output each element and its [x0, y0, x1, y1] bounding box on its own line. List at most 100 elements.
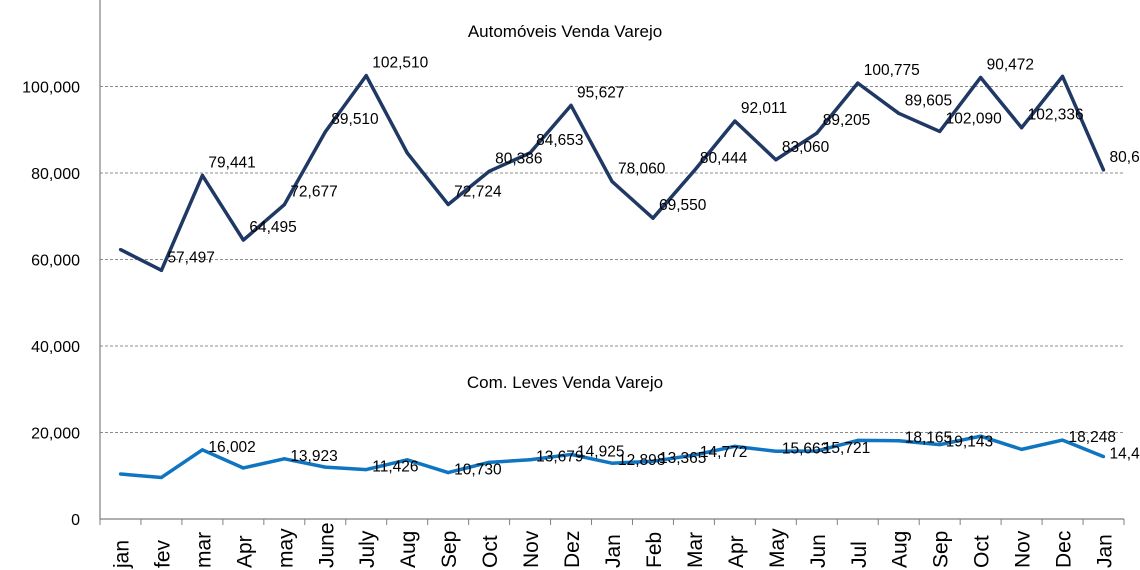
x-tick-label: fev — [151, 539, 174, 568]
series-point — [692, 453, 696, 457]
data-label: 102,510 — [372, 55, 428, 72]
series-point — [159, 475, 164, 480]
series-point — [897, 439, 901, 443]
data-label: 18,248 — [1069, 429, 1116, 446]
series-point — [815, 449, 819, 453]
series-point — [733, 444, 737, 448]
series-point — [610, 461, 614, 465]
series-point — [446, 470, 450, 475]
y-tick-label: 60,000 — [31, 253, 80, 270]
series-point — [323, 130, 327, 134]
series-point — [651, 459, 655, 463]
series-point — [528, 458, 532, 462]
x-tick-label: July — [356, 530, 379, 568]
series-point — [487, 460, 491, 464]
data-label: 89,605 — [905, 92, 952, 109]
series-point — [241, 238, 245, 242]
series-lines — [118, 73, 1106, 480]
data-label: 80,444 — [700, 150, 748, 167]
data-labels: 57,497 79,441 64,495 72,677 89,510 102,510 72,… — [167, 55, 1140, 479]
data-label: 78,060 — [618, 160, 666, 177]
x-tick-label: Jul — [848, 541, 871, 568]
x-tick-label: Jan — [602, 534, 625, 568]
series-point — [487, 169, 491, 173]
x-tick-label: Jan — [1094, 534, 1117, 568]
x-tick-label: Oct — [479, 535, 502, 568]
data-label: 16,002 — [208, 439, 255, 456]
series-point — [938, 129, 942, 134]
y-tick-label: 100,000 — [22, 80, 80, 97]
series-point — [692, 169, 696, 173]
y-tick-label: 0 — [71, 512, 80, 529]
data-label: 15,663 — [782, 440, 829, 457]
data-label: 95,627 — [577, 84, 624, 101]
series-point — [1020, 447, 1024, 451]
data-label: 14,925 — [577, 443, 624, 460]
x-tick-label: June — [315, 522, 338, 568]
data-label: 10,730 — [454, 462, 502, 479]
axes — [99, 0, 1125, 525]
data-label: 102,090 — [946, 110, 1002, 127]
data-label: 14,414 — [1110, 446, 1140, 463]
data-label: 19,143 — [946, 434, 993, 451]
data-label: 12,898 — [618, 452, 665, 469]
series-point — [528, 151, 532, 155]
x-tick-label: jan — [110, 540, 133, 569]
x-tick-label: Sep — [438, 531, 461, 568]
x-tick-label: Nov — [1012, 530, 1035, 568]
series-point — [364, 467, 368, 472]
x-axis-ticks: jan fev mar Apr may June July Aug Sep Oct Nov Dez Ja… — [110, 522, 1116, 569]
data-label: 13,923 — [290, 448, 337, 465]
x-tick-label: Dec — [1053, 531, 1076, 568]
data-label: 89,205 — [823, 112, 870, 129]
data-label: 102,336 — [1028, 107, 1084, 124]
data-label: 100,775 — [864, 62, 920, 79]
series-point — [569, 103, 573, 108]
x-tick-label: Jun — [807, 534, 830, 568]
data-label: 90,472 — [987, 56, 1034, 73]
data-label: 79,441 — [208, 154, 255, 171]
series-point — [1101, 455, 1106, 459]
series-point — [979, 434, 983, 438]
y-tick-label: 80,000 — [31, 166, 80, 183]
data-label: 18,165 — [905, 430, 952, 447]
series-point — [405, 151, 409, 155]
series-point — [569, 452, 573, 457]
series-point — [897, 111, 901, 115]
series-point — [733, 119, 737, 123]
data-label: 13,365 — [659, 450, 706, 467]
series-point — [159, 268, 164, 272]
series-point — [1060, 438, 1065, 442]
x-tick-label: Feb — [643, 532, 666, 568]
data-label: 80,689 — [1110, 149, 1140, 166]
series-point — [856, 438, 860, 443]
data-label: 69,550 — [659, 197, 707, 214]
series-title-com-leves: Com. Leves Venda Varejo — [467, 373, 663, 392]
x-tick-label: Aug — [397, 531, 420, 568]
y-tick-label: 40,000 — [31, 339, 80, 356]
x-tick-label: May — [766, 528, 789, 568]
series-point — [405, 458, 409, 462]
series-point — [815, 131, 819, 135]
series-point — [118, 472, 123, 476]
series-point — [856, 81, 860, 85]
series-point — [1020, 126, 1024, 130]
x-tick-label: mar — [192, 532, 215, 568]
data-label: 13,679 — [536, 449, 583, 466]
series-point — [241, 466, 245, 470]
series-point — [610, 179, 614, 183]
x-tick-label: Sep — [930, 531, 953, 568]
data-label: 72,677 — [290, 184, 337, 201]
y-tick-label: 20,000 — [31, 426, 80, 443]
data-label: 80,386 — [495, 150, 542, 167]
series-point — [1060, 74, 1065, 78]
x-tick-label: Mar — [684, 532, 707, 568]
series-point — [1101, 168, 1106, 172]
series-title-automoveis: Automóveis Venda Varejo — [468, 22, 662, 41]
data-label: 64,495 — [249, 219, 296, 236]
data-label: 15,721 — [823, 440, 870, 457]
series-point — [282, 203, 286, 207]
series-point — [938, 443, 942, 447]
y-axis-ticks: 0 20,000 40,000 60,000 80,000 100,000 — [22, 80, 80, 530]
